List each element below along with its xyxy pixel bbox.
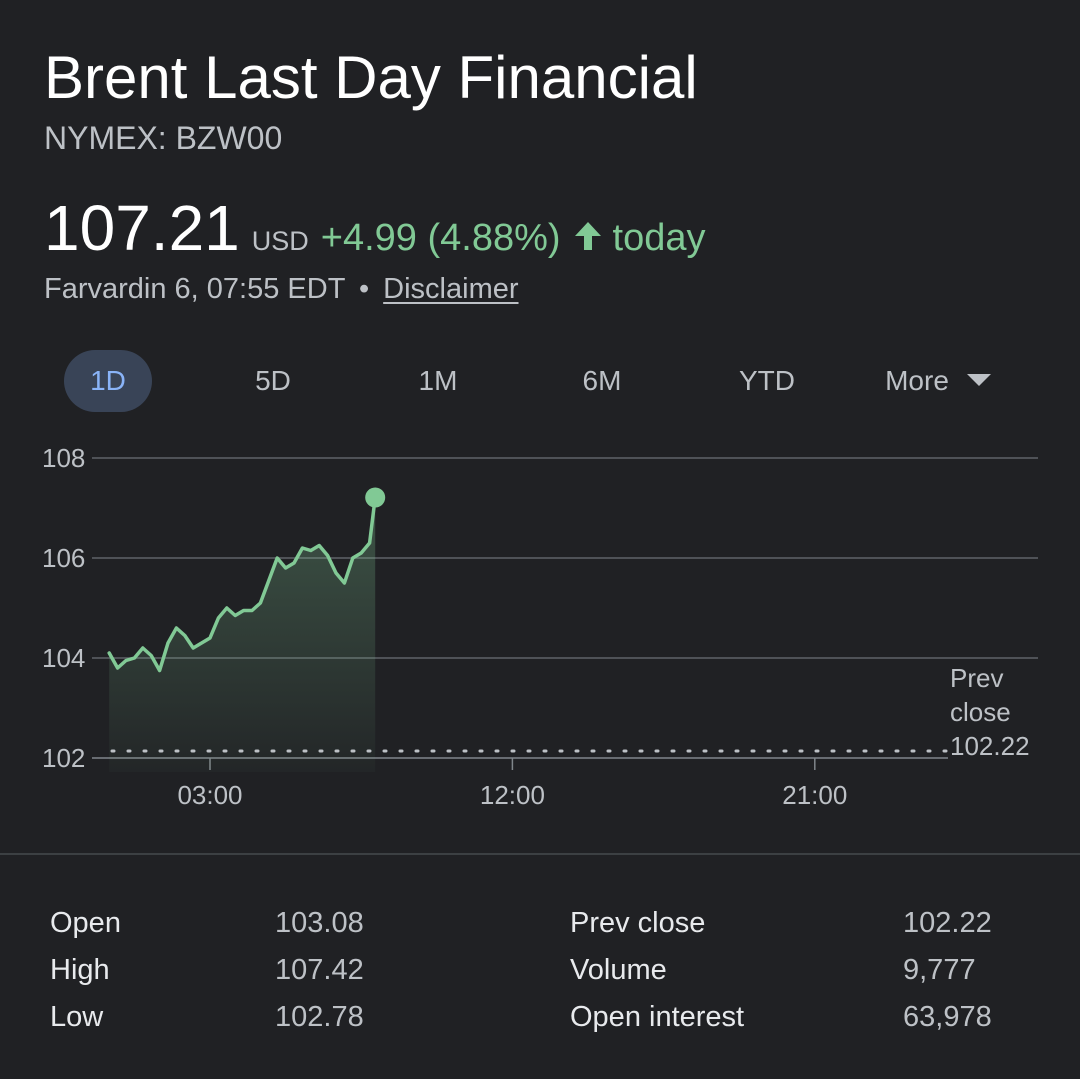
current-price-dot[interactable] (365, 487, 386, 508)
stat-open-interest-value: 63,978 (903, 1001, 992, 1033)
x-tick-label: 12:00 (480, 780, 545, 810)
ticker-symbol: NYMEX: BZW00 (44, 120, 283, 156)
stat-prev-close-label: Prev close (570, 907, 706, 939)
stat-volume-label: Volume (570, 954, 667, 986)
y-tick-label: 106 (42, 543, 85, 573)
page-title: Brent Last Day Financial (44, 44, 698, 111)
stat-high-value: 107.42 (275, 954, 364, 986)
tab-more[interactable]: More (868, 350, 1008, 412)
stat-prev-close-value: 102.22 (903, 907, 992, 939)
stat-open-interest-label: Open interest (570, 1001, 745, 1033)
meta-separator: • (358, 273, 370, 305)
quote-meta: Farvardin 6, 07:55 EDT • Disclaimer (44, 270, 519, 308)
stat-volume-value: 9,777 (903, 954, 976, 986)
y-tick-label: 104 (42, 643, 85, 673)
disclaimer-link[interactable]: Disclaimer (383, 273, 519, 305)
stat-high-label: High (50, 954, 110, 986)
price-row: 107.21 USD +4.99 (4.88%) today (44, 188, 706, 268)
price-change: +4.99 (4.88%) (320, 217, 561, 259)
tab-ytd[interactable]: YTD (739, 365, 795, 396)
x-tick-label: 03:00 (177, 780, 242, 810)
current-price: 107.21 (44, 192, 240, 264)
tab-6m[interactable]: 6M (582, 365, 622, 396)
currency: USD (251, 226, 309, 256)
y-tick-label: 108 (42, 443, 85, 473)
y-tick-label: 102 (42, 743, 85, 773)
stat-open-value: 103.08 (275, 907, 364, 939)
stat-open-label: Open (50, 907, 121, 939)
x-tick-label: 21:00 (782, 780, 847, 810)
stat-low-label: Low (50, 1001, 104, 1033)
tab-5d[interactable]: 5D (255, 365, 291, 396)
quote-timestamp: Farvardin 6, 07:55 EDT (44, 273, 345, 305)
prev-close-label: close (950, 697, 1011, 727)
tab-1m[interactable]: 1M (418, 365, 458, 396)
arrow-up-icon (573, 220, 603, 252)
time-range-tabs: 1D 5D 1M 6M YTD More (0, 350, 1080, 412)
tab-1d[interactable]: 1D (64, 350, 152, 412)
caret-down-icon (966, 374, 991, 386)
prev-close-label: Prev (950, 663, 1003, 693)
section-divider (0, 853, 1080, 855)
price-chart: 108 106 104 102 03:00 12:00 21:00 Prev close 10… (42, 443, 1038, 810)
tab-more-label: More (885, 365, 949, 396)
stat-low-value: 102.78 (275, 1001, 364, 1033)
price-area (109, 497, 376, 772)
prev-close-value: 102.22 (950, 731, 1030, 761)
price-line (107, 495, 377, 673)
change-period: today (612, 217, 706, 259)
